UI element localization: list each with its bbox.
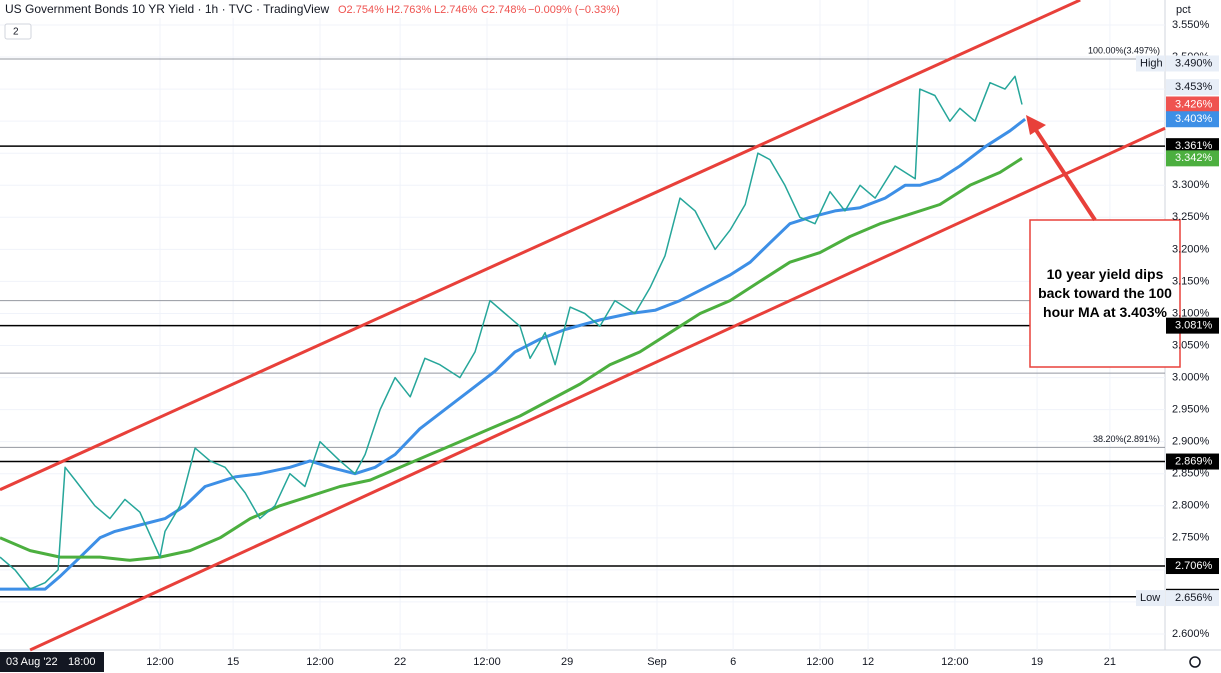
arrow-head <box>1026 115 1046 135</box>
crosshair-date: 03 Aug '22 <box>6 656 58 668</box>
chart-title: US Government Bonds 10 YR Yield · 1h · T… <box>5 2 329 16</box>
plot: 100.00%(3.497%) 38.20%(2.891%) <box>0 0 1166 652</box>
price-box <box>1166 111 1219 128</box>
trend-line <box>0 0 1081 492</box>
y-tick-label: 2.750% <box>1172 532 1210 544</box>
price-box-label: 2.869% <box>1175 455 1213 467</box>
x-tick-label: 29 <box>561 656 573 668</box>
crosshair-box <box>0 652 104 672</box>
y-tick-label: 3.300% <box>1172 179 1210 191</box>
x-tick-label: 12:00 <box>806 656 834 668</box>
y-tick-label: 2.950% <box>1172 404 1210 416</box>
y-tick-label: 3.000% <box>1172 371 1210 383</box>
fib-label: 100.00%(3.497%) <box>1088 45 1160 55</box>
price-box <box>1166 590 1219 607</box>
x-tick-label: Sep <box>647 656 667 668</box>
x-tick-label: 12:00 <box>941 656 969 668</box>
price-box <box>1166 138 1219 155</box>
price-box <box>1166 558 1219 575</box>
x-tick-label: 12 <box>862 656 874 668</box>
tag-box <box>1136 55 1165 72</box>
x-tick-label: 15 <box>227 656 239 668</box>
y-tick-label: 2.800% <box>1172 500 1210 512</box>
tag-label: High <box>1140 57 1163 69</box>
badge[interactable]: 2 <box>13 27 19 38</box>
x-tick-label: 21 <box>1104 656 1116 668</box>
y-tick-label: 3.250% <box>1172 211 1210 223</box>
x-tick-label: 22 <box>394 656 406 668</box>
y-tick-label: 3.050% <box>1172 339 1210 351</box>
annotation-text: 10 year yield dips back toward the 100 h… <box>1038 266 1172 320</box>
fib-label: 38.20%(2.891%) <box>1093 434 1160 444</box>
price-box-label: 3.453% <box>1175 81 1213 93</box>
unit-label: pct <box>1176 4 1191 16</box>
price-line <box>0 75 1023 590</box>
annotation-arrow <box>1032 125 1097 222</box>
tag-box <box>1136 590 1165 607</box>
y-tick-label: 2.600% <box>1172 628 1210 640</box>
x-tick-label: 19 <box>1031 656 1043 668</box>
price-box-label: 3.342% <box>1175 152 1213 164</box>
crosshair-time: 18:00 <box>68 656 96 668</box>
price-box <box>1166 55 1219 72</box>
y-tick-label: 2.900% <box>1172 436 1210 448</box>
header-bg <box>0 0 600 18</box>
y-tick-label: 3.100% <box>1172 307 1210 319</box>
ohlc: C2.748% <box>481 4 526 16</box>
moving-average <box>0 157 1023 562</box>
y-tick-label: 2.850% <box>1172 468 1210 480</box>
x-tick-label: 12:00 <box>473 656 501 668</box>
x-tick-label: 6 <box>730 656 736 668</box>
price-box <box>1166 150 1219 167</box>
price-box <box>1166 79 1219 96</box>
ohlc: O2.754% <box>338 4 384 16</box>
ohlc: H2.763% <box>386 4 431 16</box>
badge-box[interactable] <box>4 23 32 40</box>
annotation-box <box>1029 219 1181 368</box>
settings-icon[interactable] <box>1189 656 1201 668</box>
y-tick-label: 3.550% <box>1172 19 1210 31</box>
price-box-label: 3.426% <box>1175 98 1213 110</box>
y-tick-label: 3.200% <box>1172 243 1210 255</box>
price-box-label: 3.403% <box>1175 113 1213 125</box>
tag-label: Low <box>1140 592 1160 604</box>
price-box-label: 3.081% <box>1175 320 1213 332</box>
price-box-label: 3.490% <box>1175 57 1213 69</box>
price-box <box>1166 317 1219 334</box>
x-tick-label: 12:00 <box>306 656 334 668</box>
trend-line <box>29 126 1166 652</box>
price-box-label: 3.361% <box>1175 140 1213 152</box>
price-box-label: 2.706% <box>1175 560 1213 572</box>
ohlc: −0.009% (−0.33%) <box>528 4 620 16</box>
price-box <box>1166 96 1219 113</box>
ohlc: L2.746% <box>434 4 478 16</box>
price-box <box>1166 453 1219 470</box>
moving-average <box>0 118 1027 591</box>
x-tick-label: 12:00 <box>146 656 174 668</box>
y-tick-label: 3.150% <box>1172 275 1210 287</box>
price-box-label: 2.656% <box>1175 592 1213 604</box>
